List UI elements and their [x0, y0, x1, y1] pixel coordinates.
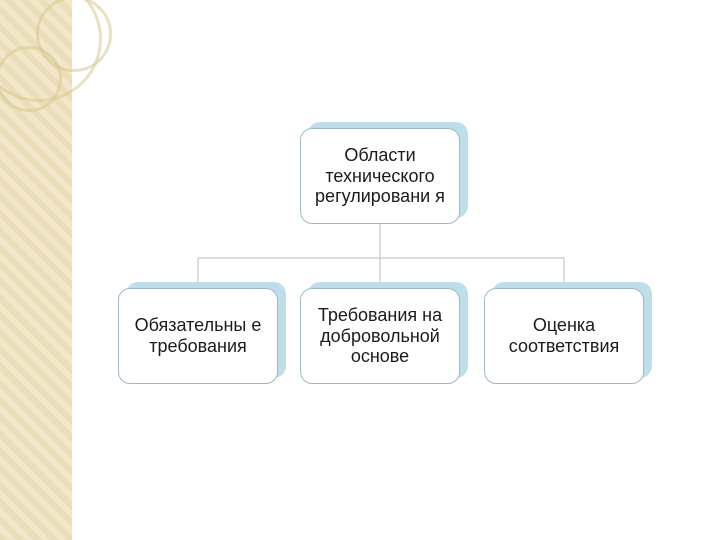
- child-node-1-box: Требования на добровольной основе: [300, 288, 460, 384]
- tree-connectors: [0, 0, 720, 540]
- child-node-0: Обязательны е требования: [118, 288, 278, 384]
- slide-canvas: { "canvas": { "width": 720, "height": 54…: [0, 0, 720, 540]
- left-ornament-strip: [0, 0, 72, 540]
- child-node-2-box: Оценка соответствия: [484, 288, 644, 384]
- child-node-2: Оценка соответствия: [484, 288, 644, 384]
- root-node: Области технического регулировани я: [300, 128, 460, 224]
- child-node-0-box: Обязательны е требования: [118, 288, 278, 384]
- child-node-1: Требования на добровольной основе: [300, 288, 460, 384]
- root-node-box: Области технического регулировани я: [300, 128, 460, 224]
